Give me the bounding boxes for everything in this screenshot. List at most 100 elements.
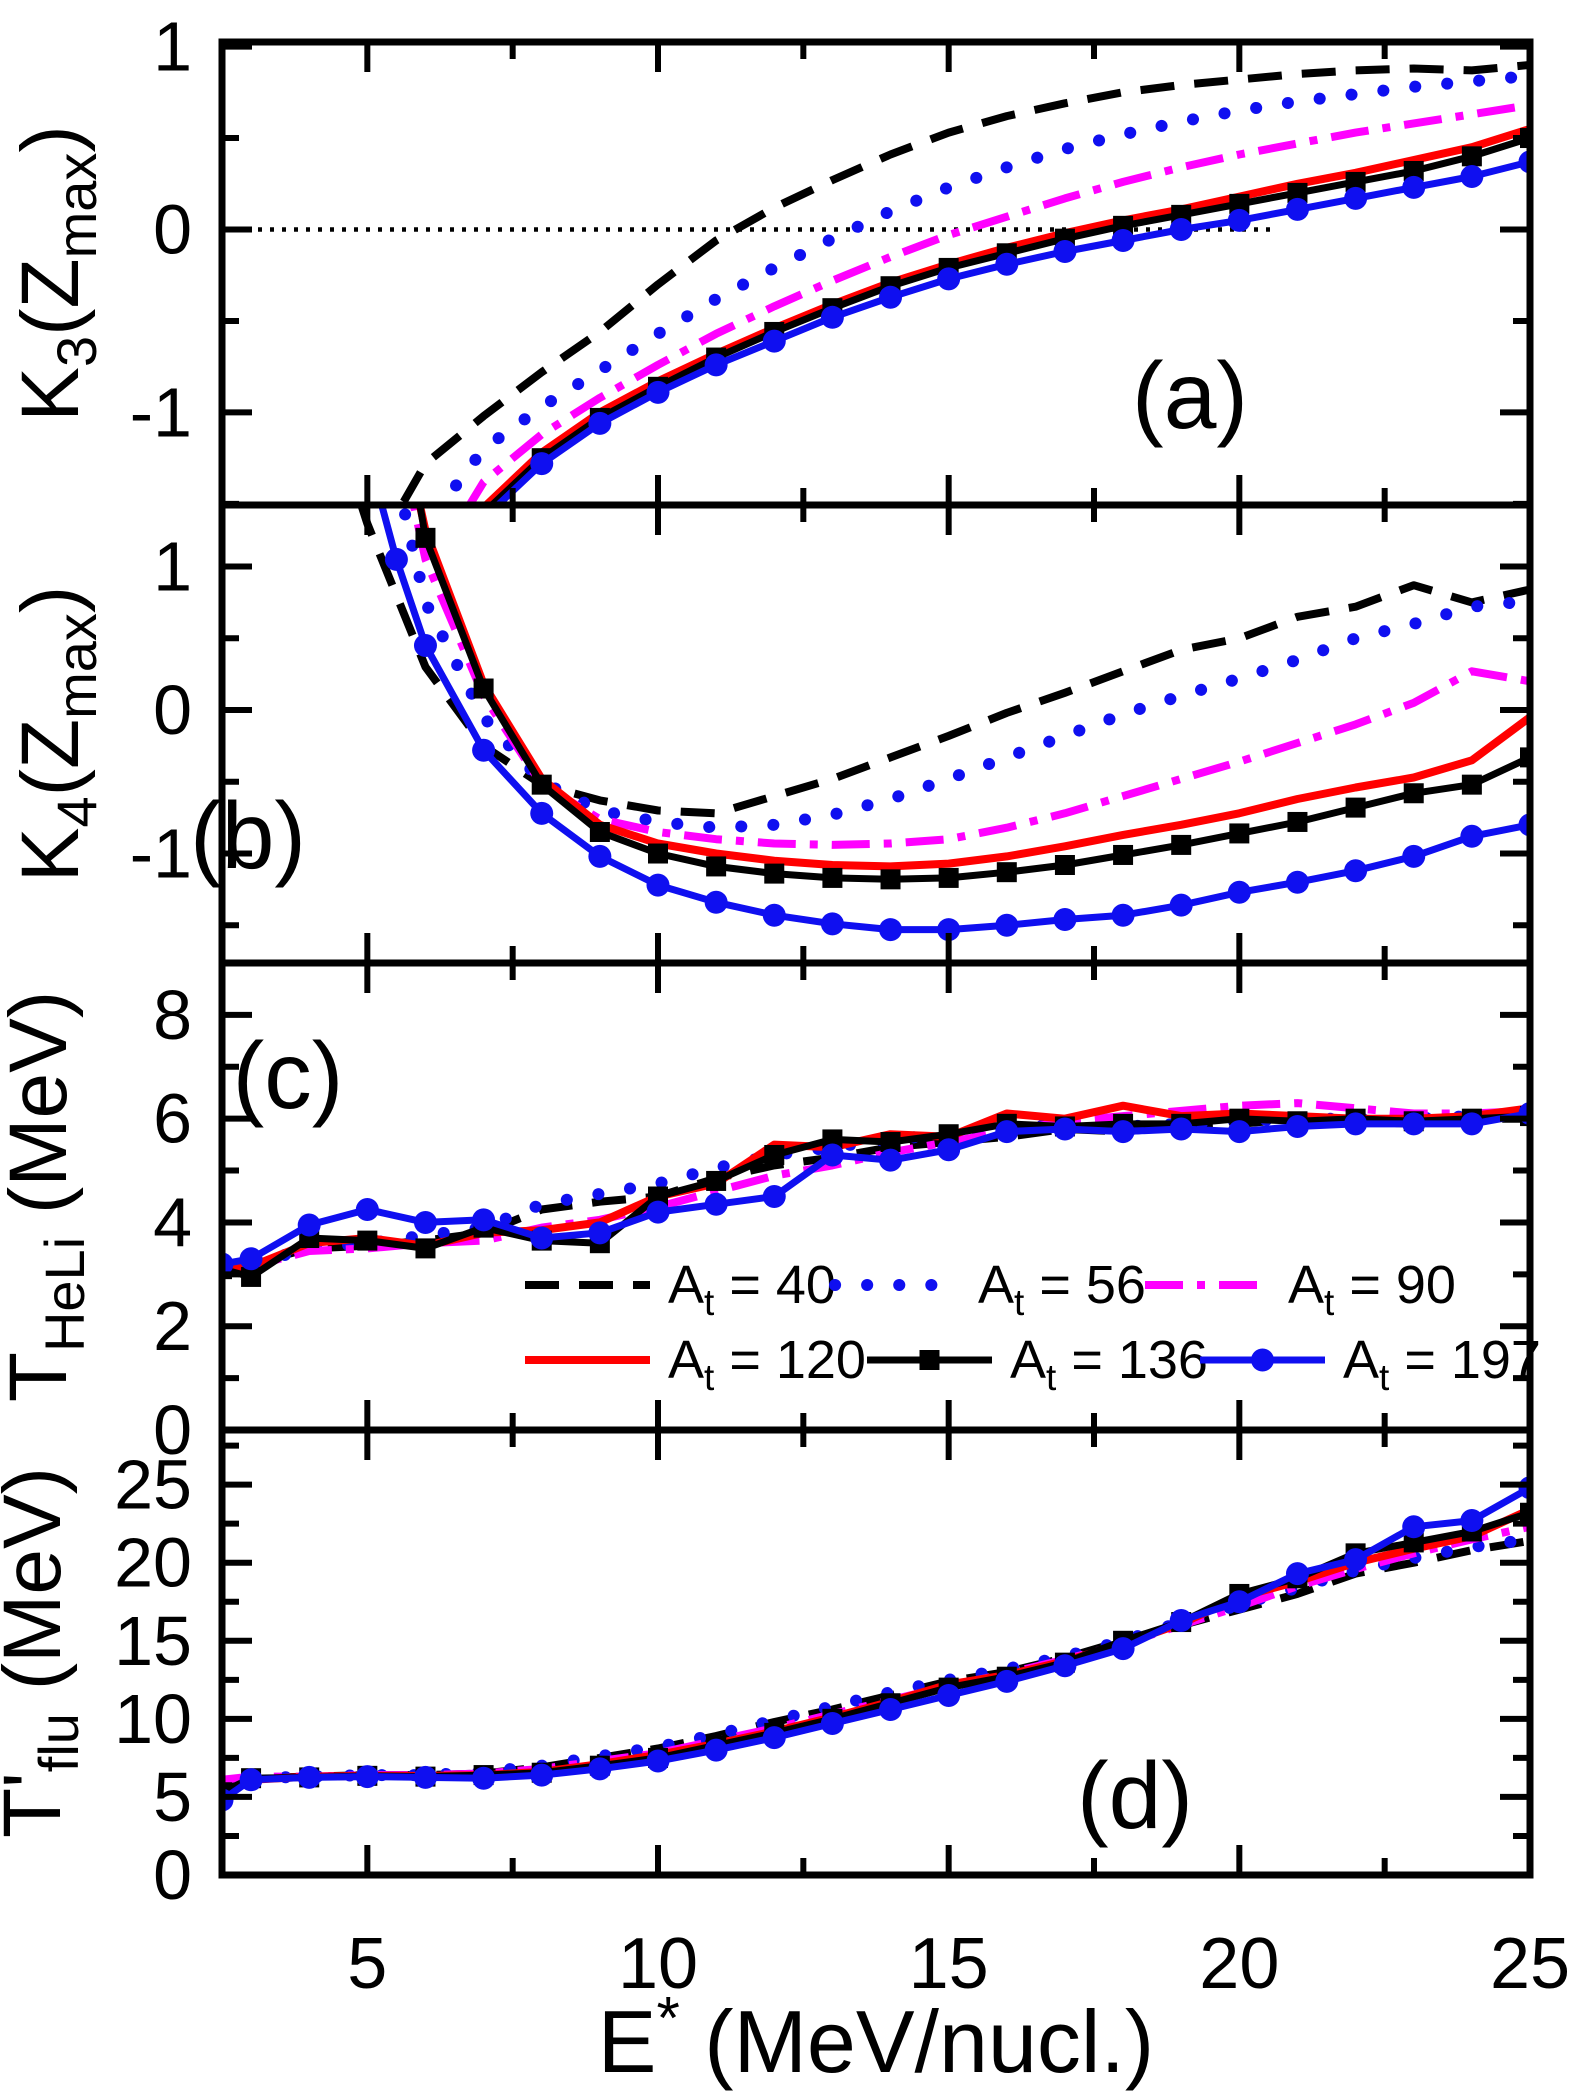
panel-c-marker-At197 — [1053, 1117, 1077, 1141]
panel-c-marker-At197 — [820, 1143, 844, 1167]
panel-d-marker-At136 — [1403, 1532, 1424, 1553]
panel-c-marker-At136 — [241, 1266, 262, 1287]
panel-a-marker-At197 — [879, 285, 903, 309]
panel-c-ytick-label: 6 — [153, 1080, 192, 1158]
panel-c-marker-At136 — [764, 1144, 785, 1165]
panel-b-marker-At197 — [1169, 893, 1193, 917]
panel-a-ytick-label: -1 — [130, 373, 192, 451]
panel-a-plot-area — [222, 60, 1530, 505]
panel-b-marker-At197 — [820, 912, 844, 936]
panel-a-frame — [218, 38, 1534, 509]
panel-b-plot-area — [356, 440, 1530, 942]
panel-b-marker-At197 — [646, 873, 670, 897]
panel-b-marker-At197 — [937, 918, 961, 942]
panel-b-marker-At197 — [1227, 880, 1251, 904]
x-axis-tick-label: 25 — [1490, 1924, 1570, 2004]
panel-d-marker-At197 — [297, 1765, 321, 1789]
legend-label-At136: At = 136 — [1010, 1330, 1208, 1398]
panel-c-series-At56 — [222, 1107, 1530, 1273]
panel-c-y-axis-title: THeLi (MeV) — [0, 991, 96, 1402]
panel-a-series-At90 — [464, 101, 1530, 505]
panel-d-plot-area — [222, 1476, 1530, 1812]
panel-c-marker-At197 — [530, 1226, 554, 1250]
panel-c-marker-At197 — [879, 1148, 903, 1172]
panel-a-marker-At197 — [1227, 208, 1251, 232]
panel-a-series-At136 — [486, 134, 1530, 505]
x-axis-title: E* (MeV/nucl.) — [598, 1985, 1154, 2091]
panel-c-marker-At197 — [1227, 1120, 1251, 1144]
panel-b-marker-At136 — [1461, 774, 1482, 795]
panel-d-marker-At197 — [820, 1712, 844, 1736]
panel-a-marker-At197 — [1402, 175, 1426, 199]
x-axis-tick-label: 10 — [618, 1924, 698, 2004]
panel-a-marker-At197 — [1053, 239, 1077, 263]
panel-b-marker-At197 — [704, 890, 728, 914]
panel-b-series-At120 — [415, 505, 1530, 871]
panel-b-marker-At197 — [1460, 824, 1484, 848]
panel-c-marker-At197 — [1285, 1114, 1309, 1138]
legend-label-At197: At = 197 — [1343, 1330, 1541, 1398]
panel-b-ytick-label: -1 — [130, 815, 192, 893]
panel-c-marker-At197 — [1169, 1117, 1193, 1141]
panel-b-marker-At136 — [1229, 823, 1250, 844]
panel-b-marker-At197 — [995, 913, 1019, 937]
panel-b-series-At40 — [357, 505, 1530, 818]
panel-b-marker-At136 — [1345, 797, 1366, 818]
panel-c-marker-At136 — [938, 1124, 959, 1145]
panel-c-ytick-label: 0 — [153, 1391, 192, 1469]
panel-c-marker-At197 — [1344, 1112, 1368, 1136]
panel-c-marker-At197 — [297, 1213, 321, 1237]
panel-b-marker-At136 — [1287, 811, 1308, 832]
panel-a-marker-At136 — [1345, 171, 1366, 192]
panel-c-ytick-label: 4 — [153, 1183, 192, 1261]
panel-b-marker-At197 — [1285, 870, 1309, 894]
panel-a-marker-At136 — [1287, 182, 1308, 203]
panel-b-letter-label: (b) — [190, 783, 306, 889]
panel-c-marker-At136 — [357, 1230, 378, 1251]
panel-c-marker-At197 — [704, 1192, 728, 1216]
panel-c-marker-At136 — [880, 1132, 901, 1153]
panel-b-marker-At197 — [588, 844, 612, 868]
panel-a-marker-At197 — [1111, 228, 1135, 252]
panel-b-marker-At136 — [938, 867, 959, 888]
panel-b-marker-At197 — [879, 918, 903, 942]
panel-d-y-axis-title: T'flu (MeV) — [0, 1467, 90, 1838]
panel-d-marker-At197 — [879, 1697, 903, 1721]
panel-d-marker-At197 — [1285, 1562, 1309, 1586]
panel-d-marker-At197 — [530, 1763, 554, 1787]
panel-b-marker-At197 — [384, 547, 408, 571]
legend-label-At56: At = 56 — [978, 1255, 1146, 1323]
panel-b-marker-At136 — [764, 863, 785, 884]
panel-a-marker-At197 — [1285, 197, 1309, 221]
panel-b-marker-At197 — [1111, 903, 1135, 927]
panel-c-marker-At136 — [415, 1238, 436, 1259]
panel-a-y-axis-title: K3(Zmax) — [5, 125, 108, 421]
panel-b-marker-At197 — [413, 633, 437, 657]
panel-b-marker-At136 — [415, 527, 436, 548]
panel-d-ytick-label: 10 — [114, 1680, 192, 1758]
panel-a-series-At40 — [397, 60, 1530, 505]
panel-c-marker-At197 — [1111, 1120, 1135, 1144]
panel-a-ytick-label: 0 — [153, 191, 192, 269]
panel-b-marker-At197 — [356, 440, 379, 463]
panel-b-marker-At136 — [1054, 855, 1075, 876]
panel-b-marker-At136 — [1520, 747, 1530, 768]
x-axis-tick-label: 5 — [347, 1924, 387, 2004]
panel-b-marker-At136 — [1403, 783, 1424, 804]
panel-b-marker-At136 — [648, 843, 668, 864]
panel-d-marker-At197 — [995, 1669, 1019, 1693]
panel-b-marker-At197 — [530, 801, 554, 825]
panel-c-marker-At197 — [413, 1210, 437, 1234]
panel-d-series-At136 — [222, 1509, 1530, 1796]
panel-d-marker-At197 — [937, 1683, 961, 1707]
panel-d-marker-At197 — [472, 1766, 496, 1790]
panel-a-marker-At197 — [820, 305, 844, 329]
panel-b-ytick-label: 1 — [153, 528, 192, 606]
panel-c-marker-At197 — [646, 1200, 670, 1224]
panel-a-marker-At197 — [762, 329, 786, 353]
panel-d-marker-At197 — [1111, 1637, 1135, 1661]
panel-d-marker-At197 — [646, 1749, 670, 1773]
panel-b-marker-At197 — [1344, 859, 1368, 883]
panel-c-marker-At197 — [472, 1208, 496, 1232]
